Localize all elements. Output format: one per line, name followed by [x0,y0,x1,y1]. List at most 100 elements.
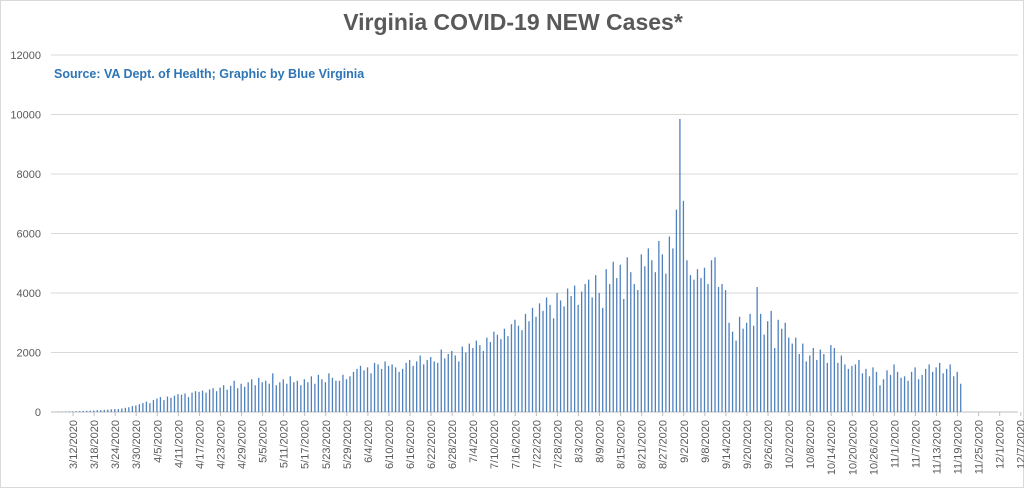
bar [644,266,645,412]
bar [469,344,470,412]
bar [907,381,908,412]
y-tick-label: 2000 [17,348,41,360]
bar [332,378,333,412]
bar [704,268,705,412]
bar [479,345,480,412]
bar [890,375,891,412]
y-tick-label: 10000 [10,110,41,122]
bar [388,366,389,412]
bar [886,370,887,412]
bar [570,296,571,412]
bar [844,364,845,412]
bar [265,381,266,412]
bar [718,287,719,412]
x-tick-label: 4/17/2020 [194,420,206,469]
bar [869,376,870,412]
bar [939,363,940,412]
bar [90,411,91,412]
bar [739,317,740,412]
bar [914,367,915,412]
bar [630,272,631,412]
bar [114,409,115,412]
bar [297,381,298,412]
bar [76,411,77,412]
bar [577,305,578,412]
bar [511,324,512,412]
bar [879,385,880,412]
bar [841,355,842,412]
x-tick-label: 7/22/2020 [531,420,543,469]
bar [756,287,757,412]
bar [451,351,452,412]
bar [286,384,287,412]
bar [272,373,273,412]
bar [209,389,210,412]
bar [212,388,213,412]
bar [925,369,926,412]
bar [627,257,628,412]
bar [771,311,772,412]
bar [202,391,203,412]
bar [785,323,786,412]
bar [599,293,600,412]
bar [876,372,877,412]
bar [423,364,424,412]
bar [448,354,449,412]
bar [641,254,642,412]
bar [216,391,217,412]
bar [581,292,582,412]
x-tick-label: 6/16/2020 [405,420,417,469]
bar [226,390,227,412]
bar [248,382,249,412]
bar [823,354,824,412]
x-tick-label: 3/30/2020 [131,420,143,469]
x-tick-label: 6/22/2020 [426,420,438,469]
bar [514,320,515,412]
bar [792,344,793,412]
bar [788,338,789,412]
bar [184,394,185,412]
bar [778,320,779,412]
bar [936,367,937,412]
bar [230,386,231,412]
bar [427,360,428,412]
bar [897,372,898,412]
y-tick-label: 4000 [17,288,41,300]
bar [107,410,108,412]
bar [764,335,765,412]
x-tick-label: 5/29/2020 [342,420,354,469]
bar [276,385,277,412]
bar [574,286,575,412]
x-tick-label: 4/11/2020 [173,420,185,468]
bar [486,338,487,412]
bar [834,348,835,412]
bar [472,348,473,412]
bar [128,407,129,412]
bar [258,378,259,412]
bar [560,300,561,412]
bar [476,341,477,412]
bar [493,332,494,412]
bar [672,248,673,412]
bar [507,336,508,412]
x-tick-label: 7/28/2020 [552,420,564,469]
bar [241,384,242,412]
bar [104,410,105,412]
bar [883,379,884,412]
bar [623,299,624,412]
x-tick-label: 7/10/2020 [489,420,501,469]
bar [613,262,614,412]
bar [707,284,708,412]
bar [170,398,171,412]
x-tick-label: 8/21/2020 [637,420,649,469]
bar [848,369,849,412]
bar [592,297,593,412]
bar [921,375,922,412]
x-tick-label: 10/8/2020 [805,420,817,469]
x-tick-label: 12/1/2020 [995,420,1007,469]
bar [683,201,684,412]
bar [255,385,256,412]
x-tick-label: 5/23/2020 [321,420,333,469]
bar [191,393,192,412]
